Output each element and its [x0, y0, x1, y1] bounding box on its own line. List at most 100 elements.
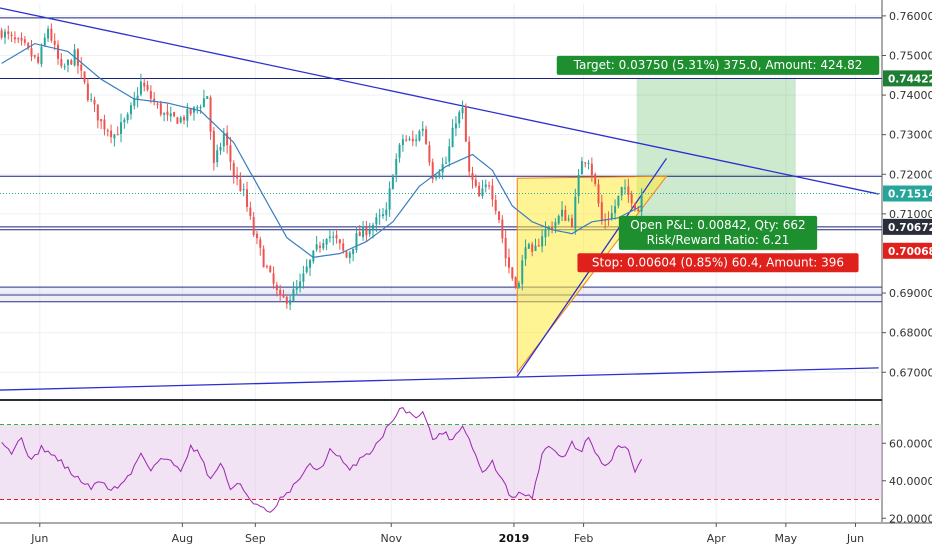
candle-body [153, 98, 156, 103]
price-tick-label: 0.72000 [889, 168, 932, 181]
price-tag-text: 0.71514 [888, 189, 932, 201]
candle-body [435, 176, 438, 179]
candle [524, 239, 527, 266]
candle [398, 143, 401, 163]
candle [272, 266, 275, 289]
candle-body [352, 248, 355, 254]
candle [169, 106, 172, 122]
candles [0, 23, 643, 311]
candle-body [13, 37, 16, 40]
trendline [0, 7, 879, 195]
price-tag: 0.70068 [883, 242, 932, 259]
price-tick-label: 0.68000 [889, 327, 932, 340]
candle [368, 222, 371, 237]
candle [126, 112, 129, 124]
candle [196, 105, 199, 114]
moving-average-line [1, 42, 642, 259]
candle [149, 85, 152, 104]
time-tick-label: May [774, 532, 797, 545]
candle-body [391, 175, 394, 190]
candle [580, 157, 583, 175]
candle [315, 235, 318, 252]
candle-body [378, 215, 381, 217]
candle-body [428, 145, 431, 163]
candle-body [192, 107, 195, 113]
candle [259, 236, 262, 256]
candle [66, 58, 69, 73]
candle [395, 153, 398, 183]
candle [381, 208, 384, 219]
candle-body [43, 37, 46, 46]
candle-body [537, 245, 540, 247]
candle [255, 230, 258, 245]
candle-body [30, 48, 33, 57]
candle [232, 160, 235, 184]
candle-body [401, 139, 404, 146]
candle [153, 92, 156, 106]
candle-body [358, 231, 361, 237]
candle-body [176, 117, 179, 124]
candle-body [517, 283, 520, 288]
candle-body [348, 252, 351, 258]
candle-body [236, 175, 239, 179]
candle-body [368, 230, 371, 235]
candle-body [534, 245, 537, 252]
candle-body [169, 113, 172, 117]
candle [143, 78, 146, 92]
candle-body [282, 294, 285, 298]
candle [444, 156, 447, 164]
candle-body [259, 239, 262, 248]
candle-body [478, 185, 481, 197]
candle-body [249, 207, 252, 217]
candle [557, 214, 560, 226]
candle-body [342, 243, 345, 251]
candle-body [166, 111, 169, 115]
candle [40, 43, 43, 68]
candle [633, 202, 636, 212]
candle [212, 127, 215, 171]
candle-body [411, 138, 414, 142]
candle [358, 225, 361, 237]
candle [348, 250, 351, 264]
candle [584, 161, 587, 168]
stop-label: Stop: 0.00604 (0.85%) 60.4, Amount: 396 [577, 253, 859, 273]
candle-body [7, 31, 10, 34]
candle [342, 238, 345, 254]
candle-body [458, 112, 461, 124]
candle-body [60, 59, 63, 67]
rsi-tick-label: 60.0000 [889, 437, 932, 450]
candle [202, 89, 205, 108]
candle-body [561, 209, 564, 217]
candle-body [491, 185, 494, 200]
candle-body [0, 30, 3, 38]
candle-body [521, 260, 524, 284]
candle [285, 294, 288, 309]
candle-body [511, 267, 514, 279]
candle [421, 121, 424, 137]
candle [378, 208, 381, 225]
candle [103, 114, 106, 136]
candle [57, 40, 60, 65]
price-tick-label: 0.67000 [889, 366, 932, 379]
candle-body [365, 227, 368, 236]
candle [517, 280, 520, 289]
candle-body [504, 238, 507, 259]
price-tag-text: 0.70672 [888, 222, 932, 234]
candle-body [37, 56, 40, 63]
candle-body [415, 139, 418, 141]
candle [173, 111, 176, 118]
candle-body [222, 133, 225, 147]
candle-body [80, 64, 83, 71]
candle [146, 80, 149, 92]
candle [521, 254, 524, 291]
candle [302, 265, 305, 289]
candle [488, 181, 491, 190]
candle [189, 108, 192, 117]
candle-body [471, 172, 474, 181]
candle [614, 199, 617, 220]
candle-body [275, 284, 278, 291]
candle [120, 113, 123, 143]
candle [262, 245, 265, 268]
candle [448, 138, 451, 167]
candle [163, 112, 166, 122]
